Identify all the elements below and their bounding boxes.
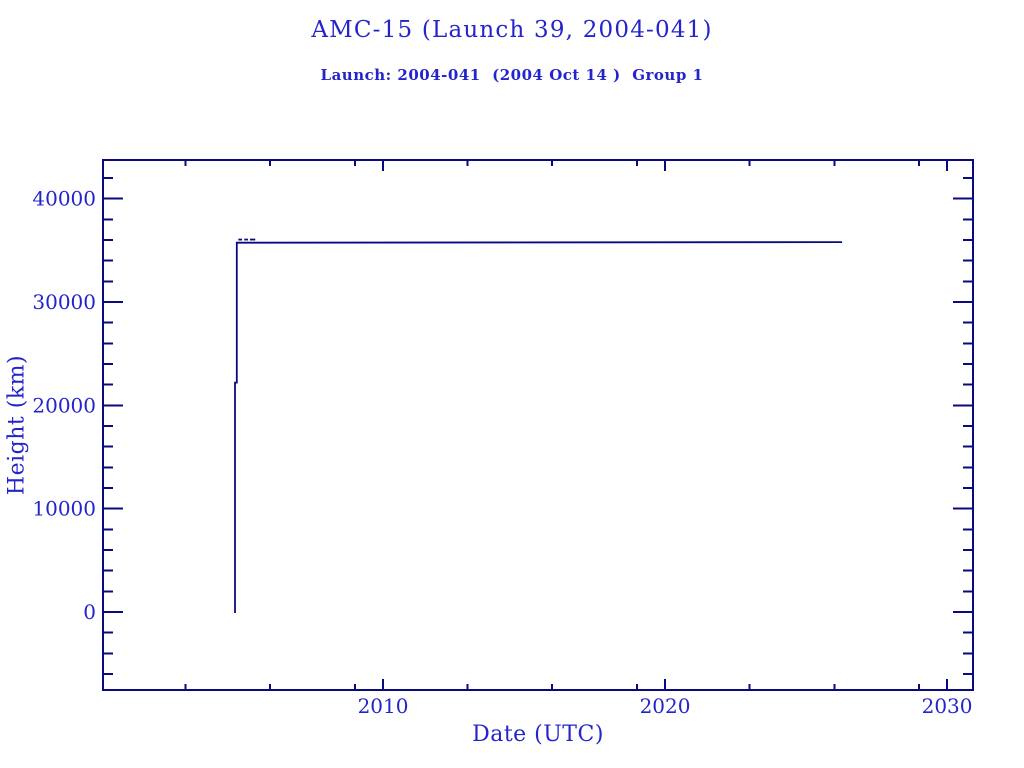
height-data-line (234, 241, 843, 613)
chart-subtitle: Launch: 2004-041 (2004 Oct 14 ) Group 1 (320, 66, 704, 84)
x-axis-title: Date (UTC) (472, 722, 604, 747)
y-tick-label: 40000 (32, 187, 96, 211)
y-tick-label: 20000 (32, 393, 96, 417)
axis-box (102, 159, 974, 691)
x-tick-label: 2020 (640, 694, 691, 718)
y-tick-label: 0 (83, 600, 96, 624)
x-tick-label: 2030 (922, 694, 973, 718)
y-tick-label: 10000 (32, 497, 96, 521)
y-axis-title: Height (km) (4, 354, 30, 496)
x-tick-label: 2010 (358, 694, 409, 718)
y-tick-label: 30000 (32, 290, 96, 314)
chart-title: AMC-15 (Launch 39, 2004-041) (311, 17, 713, 43)
